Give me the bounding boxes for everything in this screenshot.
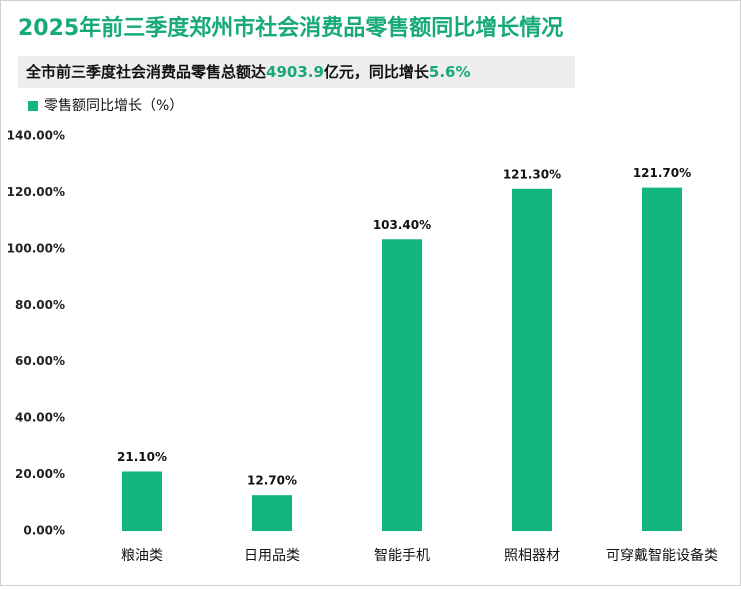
x-tick-label: 照相器材 — [504, 548, 560, 564]
y-tick-label: 100.00% — [7, 241, 65, 255]
subtitle-highlight: 5.6% — [429, 63, 471, 81]
subtitle-box — [18, 56, 575, 88]
data-label: 121.70% — [633, 166, 691, 180]
data-label: 12.70% — [247, 474, 297, 488]
subtitle-highlight: 4903.9 — [266, 63, 324, 81]
x-tick-label: 可穿戴智能设备类 — [606, 547, 718, 564]
y-tick-label: 60.00% — [15, 354, 65, 368]
chart-title: 2025年前三季度郑州市社会消费品零售额同比增长情况 — [18, 15, 563, 41]
x-tick-label: 粮油类 — [121, 548, 163, 564]
bar — [122, 471, 162, 531]
legend-swatch — [28, 101, 38, 111]
y-tick-label: 80.00% — [15, 298, 65, 312]
y-tick-label: 140.00% — [7, 129, 65, 143]
y-tick-label: 20.00% — [15, 467, 65, 481]
x-tick-label: 智能手机 — [374, 548, 430, 564]
subtitle-part: 亿元，同比增长 — [324, 63, 430, 81]
bar — [642, 187, 682, 531]
y-tick-label: 40.00% — [15, 411, 65, 425]
data-label: 121.30% — [503, 167, 561, 181]
subtitle-part: 全市前三季度社会消费品零售总额达 — [25, 63, 266, 81]
bar — [512, 188, 552, 531]
y-tick-label: 120.00% — [7, 185, 65, 199]
y-tick-label: 0.00% — [23, 524, 65, 538]
legend-label: 零售额同比增长（%） — [44, 98, 183, 114]
data-label: 21.10% — [117, 450, 167, 464]
data-label: 103.40% — [373, 218, 431, 232]
subtitle: 全市前三季度社会消费品零售总额达4903.9亿元，同比增长5.6% — [25, 63, 471, 81]
bar — [382, 239, 422, 531]
bar — [252, 495, 292, 531]
x-tick-label: 日用品类 — [244, 548, 300, 564]
